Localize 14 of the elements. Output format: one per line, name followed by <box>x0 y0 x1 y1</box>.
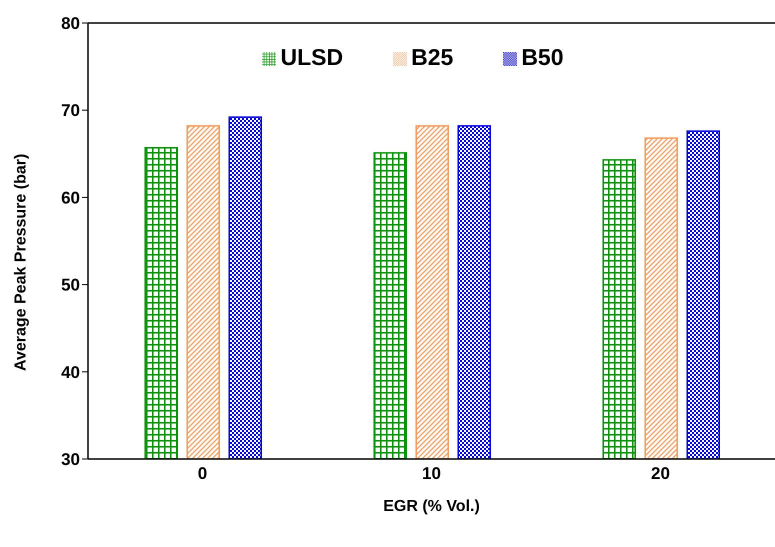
y-tick-label: 60 <box>61 188 80 208</box>
legend-label: ULSD <box>280 44 344 70</box>
y-tick-label: 40 <box>61 362 80 382</box>
y-tick-label: 50 <box>61 276 80 295</box>
legend-label: B50 <box>521 44 564 70</box>
y-axis-title: Average Peak Pressure (bar) <box>12 154 30 371</box>
x-tick-label: 20 <box>651 464 670 484</box>
legend-label: B25 <box>411 44 454 70</box>
y-tick-label: 80 <box>61 14 80 34</box>
y-tick-label: 70 <box>61 101 80 120</box>
x-axis-title: EGR (% Vol.) <box>383 498 480 515</box>
x-tick-label: 0 <box>198 464 208 484</box>
x-tick-label: 10 <box>422 464 441 484</box>
y-tick-label: 30 <box>61 450 80 470</box>
